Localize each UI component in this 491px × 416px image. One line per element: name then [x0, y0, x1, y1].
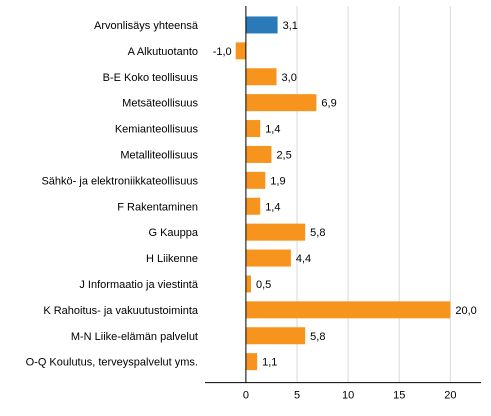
value-label: 1,1 [262, 357, 277, 369]
category-label: M-N Liike-elämän palvelut [71, 331, 198, 343]
bar [235, 42, 246, 60]
value-label: 0,5 [256, 279, 271, 291]
value-label: 1,4 [265, 124, 280, 136]
value-label: 3,1 [283, 20, 298, 32]
x-tick-label: 15 [393, 390, 405, 402]
bar [245, 68, 277, 86]
x-tick-label: 10 [342, 390, 354, 402]
category-label: A Alkutuotanto [128, 46, 198, 58]
value-label: 5,8 [310, 227, 325, 239]
value-label: 6,9 [321, 98, 336, 110]
value-label: 20,0 [455, 305, 476, 317]
category-label: Metsäteollisuus [122, 98, 198, 110]
category-label: J Informaatio ja viestintä [79, 279, 198, 291]
category-label: B-E Koko teollisuus [103, 72, 199, 84]
bar [245, 223, 306, 241]
value-label: 3,0 [282, 72, 297, 84]
category-label: Arvonlisäys yhteensä [94, 20, 199, 32]
bar [245, 353, 258, 371]
value-label: 2,5 [276, 149, 291, 161]
category-label: H Liikenne [146, 253, 198, 265]
category-label: Sähkö- ja elektroniikkateollisuus [41, 175, 198, 187]
value-label: 4,4 [296, 253, 311, 265]
bar [245, 301, 451, 319]
bars [235, 16, 451, 371]
value-label: -1,0 [213, 46, 232, 58]
bar [245, 171, 266, 189]
x-tick-label: 5 [294, 390, 300, 402]
category-label: G Kauppa [148, 227, 198, 239]
x-tick-label: 0 [243, 390, 249, 402]
category-label: K Rahoitus- ja vakuutustoiminta [43, 305, 199, 317]
category-label: Kemianteollisuus [115, 124, 199, 136]
value-label: 5,8 [310, 331, 325, 343]
bar [245, 249, 291, 267]
bar [245, 120, 261, 138]
category-label: O-Q Koulutus, terveyspalvelut yms. [26, 357, 198, 369]
category-label: F Rakentaminen [117, 201, 198, 213]
bar [245, 197, 261, 215]
bar [245, 16, 278, 34]
axes [205, 6, 481, 384]
bar [245, 327, 306, 345]
value-label: 1,9 [270, 175, 285, 187]
labels: 0 5 10 15 20 Arvonlisäys yhteensä 3,1 A Alkutuo… [26, 20, 477, 402]
bar [245, 145, 272, 163]
value-label: 1,4 [265, 201, 280, 213]
category-label: Metalliteollisuus [120, 149, 198, 161]
bar [245, 94, 317, 112]
x-tick-label: 20 [444, 390, 456, 402]
gridlines [296, 6, 451, 383]
bar [245, 275, 251, 293]
